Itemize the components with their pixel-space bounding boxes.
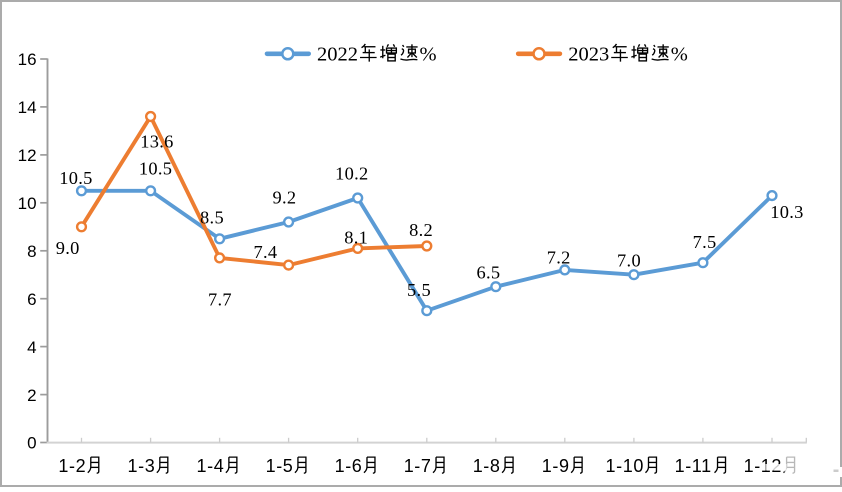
svg-text:6.5: 6.5 — [476, 263, 500, 283]
svg-text:10.3: 10.3 — [770, 202, 803, 222]
svg-text:10.2: 10.2 — [335, 163, 368, 183]
svg-text:5.5: 5.5 — [407, 280, 431, 300]
svg-text:8: 8 — [27, 242, 36, 261]
svg-text:7.4: 7.4 — [253, 242, 277, 262]
svg-text:9.0: 9.0 — [56, 238, 80, 258]
svg-text:6: 6 — [27, 290, 36, 309]
svg-text:7.0: 7.0 — [617, 251, 641, 271]
svg-text:12: 12 — [18, 146, 37, 165]
svg-text:10.5: 10.5 — [139, 158, 172, 178]
svg-text:1-9: 1-9 — [542, 456, 570, 476]
svg-text:1-10: 1-10 — [606, 456, 644, 476]
svg-text:4: 4 — [27, 338, 36, 357]
svg-text:0: 0 — [27, 434, 36, 453]
svg-text:1-7: 1-7 — [404, 456, 432, 476]
svg-text:1-4: 1-4 — [197, 456, 225, 476]
svg-text:1-12: 1-12 — [744, 456, 782, 476]
svg-text:10: 10 — [18, 194, 37, 213]
svg-text:14: 14 — [18, 98, 37, 117]
svg-text:8.5: 8.5 — [200, 208, 224, 228]
svg-text:8.2: 8.2 — [409, 220, 433, 240]
svg-text:1-11: 1-11 — [675, 456, 712, 476]
svg-text:1-6: 1-6 — [335, 456, 363, 476]
svg-text:%: % — [420, 44, 437, 66]
svg-text:1-8: 1-8 — [473, 456, 501, 476]
svg-text:13.6: 13.6 — [140, 132, 173, 152]
svg-text:8.1: 8.1 — [344, 227, 368, 247]
svg-text:1-3: 1-3 — [128, 456, 156, 476]
svg-text:7.5: 7.5 — [693, 232, 717, 252]
svg-text:2022: 2022 — [317, 44, 358, 66]
svg-text:9.2: 9.2 — [272, 187, 296, 207]
svg-text:7.7: 7.7 — [208, 289, 232, 309]
svg-text:2023: 2023 — [568, 44, 609, 66]
svg-text:10.5: 10.5 — [59, 168, 92, 188]
svg-text:1-5: 1-5 — [266, 456, 294, 476]
svg-text:1-2: 1-2 — [58, 456, 86, 476]
svg-text:2: 2 — [27, 386, 36, 405]
svg-text:16: 16 — [18, 50, 37, 69]
svg-text:%: % — [671, 44, 688, 66]
svg-text:7.2: 7.2 — [547, 248, 571, 268]
